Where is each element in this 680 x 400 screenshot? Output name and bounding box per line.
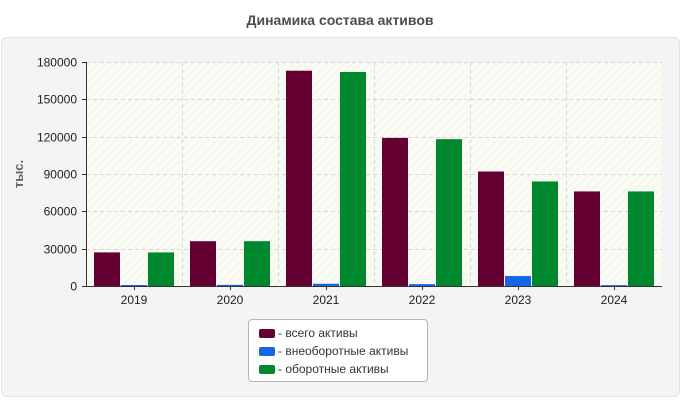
bar-0-2023[interactable] (478, 171, 504, 286)
legend-item-noncurrent[interactable]: - внеоборотные активы (259, 342, 427, 360)
bar-2-2019[interactable] (148, 252, 174, 286)
y-tick-label: 120000 (37, 131, 77, 145)
legend-swatch-noncurrent (259, 346, 275, 356)
y-tick-labels: 0 30000 60000 90000 120000 150000 180000 (37, 56, 77, 294)
x-tick-labels: 2019 2020 2021 2022 2023 2024 (121, 293, 628, 307)
bar-1-2023[interactable] (505, 276, 531, 286)
x-tick-label: 2019 (121, 293, 148, 307)
bar-0-2019[interactable] (94, 252, 120, 286)
legend-label-current: - оборотные активы (278, 362, 389, 376)
y-tick-label: 150000 (37, 93, 77, 107)
bar-1-2021[interactable] (313, 283, 339, 286)
legend-label-noncurrent: - внеоборотные активы (278, 344, 409, 358)
bar-2-2023[interactable] (532, 181, 558, 286)
grid-lines (86, 62, 662, 286)
axes (82, 62, 662, 290)
bar-2-2022[interactable] (436, 139, 462, 286)
legend-item-current[interactable]: - оборотные активы (259, 360, 427, 378)
y-tick-label: 0 (70, 280, 77, 294)
x-tick-label: 2024 (601, 293, 628, 307)
x-tick-label: 2020 (217, 293, 244, 307)
bar-2-2024[interactable] (628, 191, 654, 286)
bar-0-2024[interactable] (574, 191, 600, 286)
legend-item-total[interactable]: - всего активы (259, 324, 427, 342)
legend-label-total: - всего активы (278, 326, 358, 340)
y-tick-label: 90000 (44, 168, 78, 182)
bar-1-2022[interactable] (409, 284, 435, 286)
bar-2-2020[interactable] (244, 241, 270, 286)
legend: - всего активы - внеоборотные активы - о… (248, 319, 428, 382)
bar-0-2020[interactable] (190, 241, 216, 286)
y-tick-label: 60000 (44, 205, 78, 219)
y-tick-label: 180000 (37, 56, 77, 70)
y-tick-label: 30000 (44, 243, 78, 257)
legend-swatch-total (259, 328, 275, 338)
legend-swatch-current (259, 364, 275, 374)
bar-1-2020[interactable] (217, 284, 243, 286)
bars (94, 70, 654, 286)
x-tick-label: 2021 (313, 293, 340, 307)
bar-1-2024[interactable] (601, 285, 627, 286)
bar-1-2019[interactable] (121, 285, 147, 286)
chart-title: Динамика состава активов (246, 12, 434, 28)
bar-0-2021[interactable] (286, 70, 312, 286)
bar-0-2022[interactable] (382, 137, 408, 286)
x-tick-label: 2022 (409, 293, 436, 307)
y-axis-label: тыс. (11, 160, 26, 188)
x-tick-label: 2023 (505, 293, 532, 307)
bar-2-2021[interactable] (340, 71, 366, 286)
